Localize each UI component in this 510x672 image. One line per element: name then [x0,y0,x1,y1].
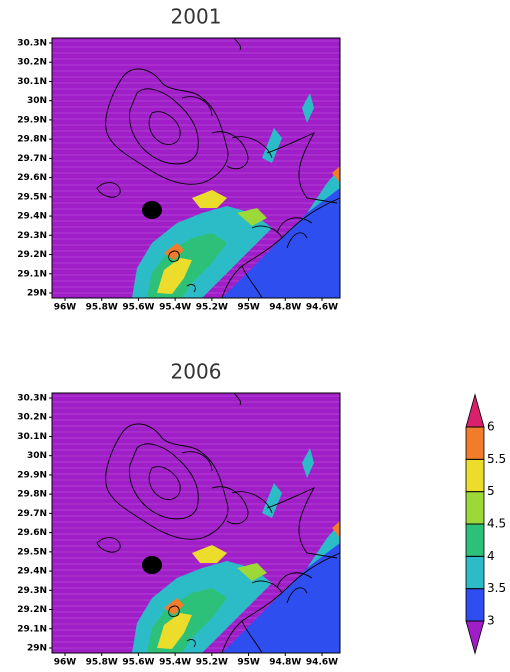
y-tick-label: 29.5N [17,192,47,202]
colorbar-label: 5 [487,484,495,498]
colorbar-label: 3.5 [487,581,506,595]
map-field [52,393,340,653]
x-tick-label: 95W [237,303,260,313]
x-tick-label: 94.8W [269,658,301,668]
y-tick-label: 29.2N [17,605,47,615]
map-frame [51,37,341,299]
x-tick-label: 95.2W [196,658,228,668]
y-tick-label: 30N [27,96,47,106]
y-tick-label: 29.3N [17,231,47,241]
panels: 2001 30.3N 30.2N 30.1N 30N 29.9N 29.8N 29.7N 29.… [17,5,341,668]
y-tick-label: 29.7N [17,509,47,519]
y-tick-label: 29.6N [17,528,47,538]
colorbar-segment [465,523,485,557]
colorbar-label: 4.5 [487,517,506,531]
y-tick-label: 30.1N [17,432,47,442]
y-tick-label: 29N [27,289,47,299]
y-tick-label: 30.3N [17,39,47,49]
colorbar-segment [465,426,485,460]
colorbar-segment [465,588,485,622]
y-tick-label: 29.9N [17,470,47,480]
y-tick-label: 29.4N [17,212,47,222]
colorbar-label: 5.5 [487,452,506,466]
y-tick-label: 29.7N [17,154,47,164]
y-tick-label: 30.1N [17,77,47,87]
x-tick-label: 95.6W [122,303,154,313]
y-tick-label: 30.2N [17,413,47,423]
map-panel: 2001 30.3N 30.2N 30.1N 30N 29.9N 29.8N 29.7N 29.… [17,5,341,313]
x-tick-label: 96W [54,658,77,668]
x-tick-label: 94.6W [306,303,338,313]
colorbar-segment [465,458,485,493]
x-tick-label: 95W [237,658,260,668]
colorbar-label: 4 [487,549,495,563]
colorbar-extend-low [465,620,485,655]
x-tick-label: 95.6W [122,658,154,668]
y-tick-label: 30.2N [17,58,47,68]
y-tick-label: 29.6N [17,173,47,183]
x-tick-label: 95.2W [196,303,228,313]
panel-title: 2006 [171,360,222,384]
map-field [52,38,340,298]
x-tick-label: 95.8W [86,658,118,668]
y-tick-label: 29.1N [17,269,47,279]
y-tick-label: 29.4N [17,567,47,577]
colorbar-segment [465,491,485,525]
y-tick-label: 30N [27,451,47,461]
panel-title: 2001 [171,5,222,29]
colorbar-label: 6 [487,420,495,434]
x-tick-label: 94.6W [306,658,338,668]
colorbar-extend-high [465,393,485,428]
y-tick-label: 29.3N [17,586,47,596]
map-frame [51,392,341,654]
x-tick-label: 95.4W [159,303,191,313]
colorbar-segment [465,555,485,590]
y-tick-label: 29.8N [17,135,47,145]
colorbar: 3 3.5 4 4.5 5 5.5 6 [465,393,506,655]
x-tick-label: 95.4W [159,658,191,668]
y-tick-label: 29.8N [17,490,47,500]
y-tick-label: 30.3N [17,394,47,404]
map-panel: 2006 30.3N 30.2N 30.1N 30N 29.9N 29.8N 29.7N 29.… [17,360,341,668]
x-tick-label: 94.8W [269,303,301,313]
y-tick-label: 29.1N [17,624,47,634]
x-tick-label: 96W [54,303,77,313]
colorbar-label: 3 [487,614,495,628]
x-tick-label: 95.8W [86,303,118,313]
y-tick-label: 29.2N [17,250,47,260]
y-tick-label: 29.5N [17,547,47,557]
y-tick-label: 29.9N [17,115,47,125]
y-tick-label: 29N [27,644,47,654]
